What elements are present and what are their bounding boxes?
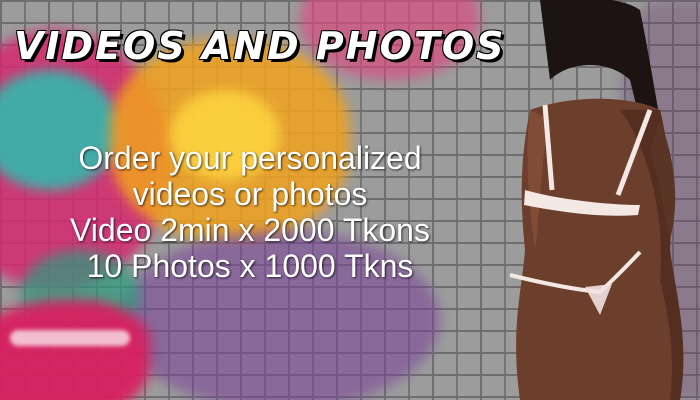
graffiti-purple-shape	[120, 230, 440, 400]
banner-line-videos-photos: videos or photos	[132, 176, 368, 212]
graffiti-teal-shape	[0, 70, 120, 190]
banner-line-order: Order your personalized	[78, 140, 422, 176]
model-figure	[500, 0, 700, 400]
graffiti-lips-highlight	[10, 330, 130, 346]
banner-body: Order your personalized videos or photos…	[0, 140, 500, 284]
graffiti-yellow-shape	[170, 90, 280, 180]
model-figure-illustration	[509, 0, 684, 400]
graffiti-lips-shape	[0, 300, 150, 400]
banner-line-photo-price: 10 Photos x 1000 Tkns	[86, 248, 414, 284]
banner-line-video-price: Video 2min x 2000 Tkons	[70, 212, 430, 248]
banner-title: VIDEOS AND PHOTOS	[14, 24, 506, 68]
